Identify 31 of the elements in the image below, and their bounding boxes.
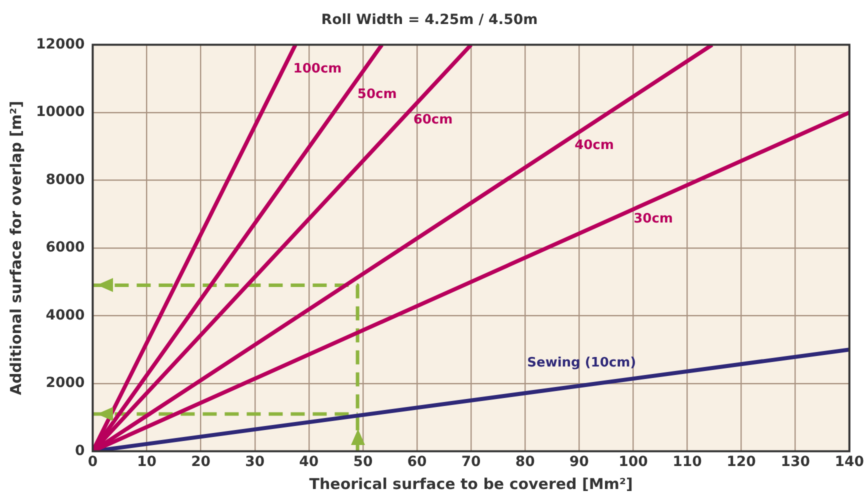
x-tick-label: 0 [88,454,98,470]
y-tick-label: 8000 [46,172,85,188]
y-tick-label: 2000 [46,375,85,392]
y-tick-label: 12000 [36,36,85,52]
y-tick-label: 4000 [46,307,85,324]
x-axis-title: Theorical surface to be covered [Mm²] [309,474,633,493]
x-tick-label: 140 [834,454,864,470]
x-tick-label: 90 [569,454,590,470]
x-tick-label: 70 [461,454,482,470]
y-axis-title: Additional surface for overlap [m²] [6,100,25,396]
x-tick-label: 100 [618,454,648,470]
series-label: 60cm [413,112,453,128]
series-label: Sewing (10cm) [527,356,636,371]
x-tick-label: 40 [299,454,319,470]
x-tick-label: 120 [726,454,756,470]
x-tick-label: 20 [191,454,211,470]
chart-title: Roll Width = 4.25m / 4.50m [321,12,538,28]
x-tick-label: 130 [780,454,810,470]
series-label: 100cm [293,62,342,77]
y-tick-label: 6000 [46,240,85,256]
y-tick-label: 10000 [36,104,85,120]
x-tick-label: 80 [515,454,536,470]
series-label: 30cm [634,211,673,226]
series-label: 40cm [574,138,614,154]
x-tick-label: 110 [672,454,702,470]
x-tick-label: 60 [407,454,427,470]
x-tick-label: 30 [245,454,265,470]
y-tick-label: 0 [74,442,85,459]
x-tick-label: 50 [353,454,373,470]
series-label: 50cm [357,87,397,102]
x-tick-label: 10 [137,454,157,470]
